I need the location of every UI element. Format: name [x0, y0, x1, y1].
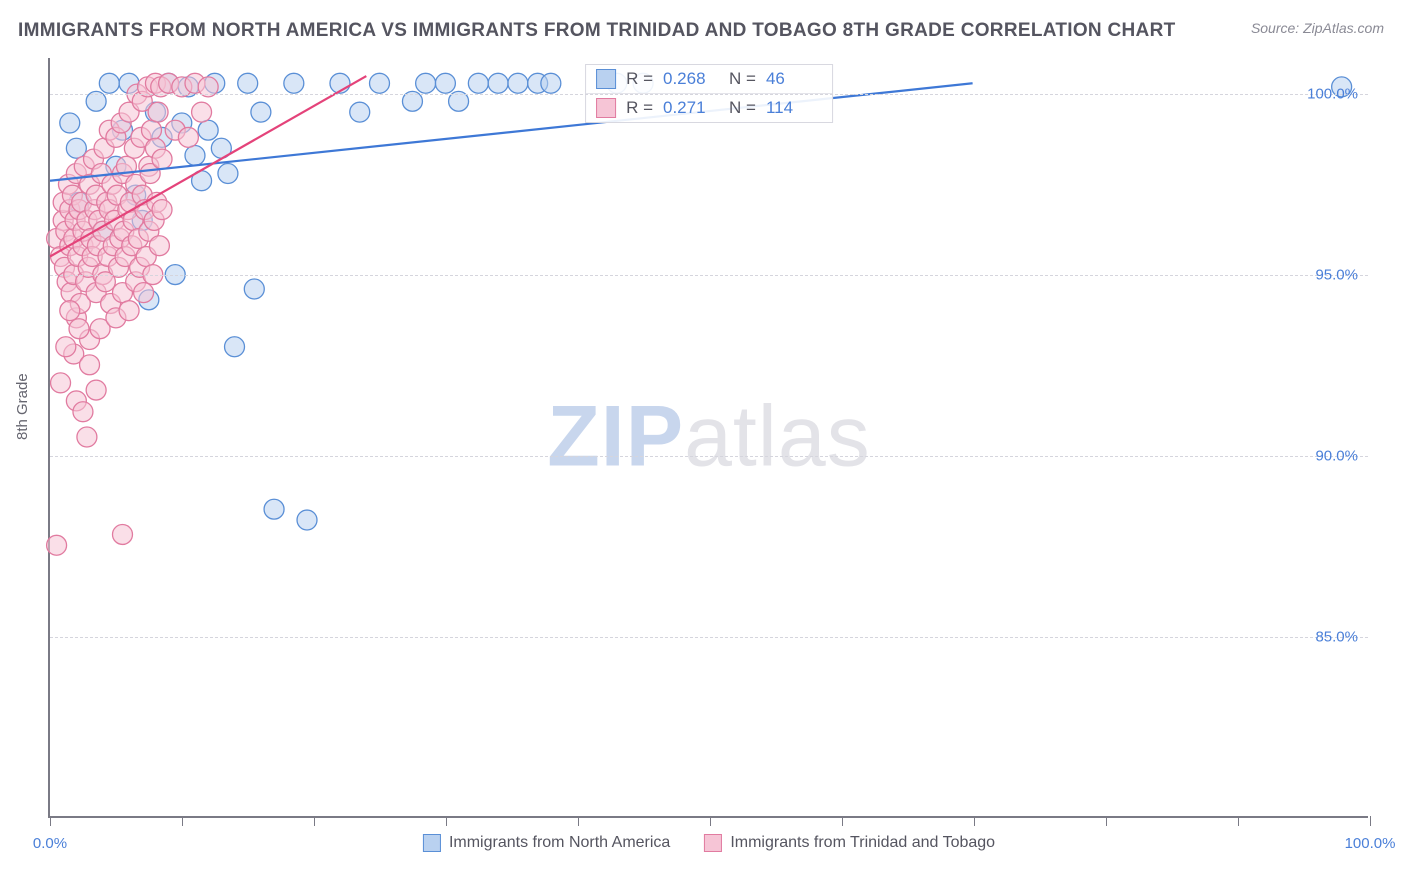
scatter-point-trinidad_tobago	[60, 301, 80, 321]
plot-area: ZIPatlas R = 0.268 N = 46 R = 0.271 N = …	[48, 58, 1368, 818]
scatter-point-north_america	[508, 73, 528, 93]
y-axis-label: 8th Grade	[14, 373, 31, 440]
gridline-h	[50, 275, 1368, 276]
gridline-h	[50, 94, 1368, 95]
scatter-point-north_america	[218, 164, 238, 184]
plot-svg	[50, 58, 1368, 816]
scatter-point-north_america	[264, 499, 284, 519]
x-tick	[710, 816, 711, 826]
stats-row-trinidad: R = 0.271 N = 114	[586, 94, 832, 122]
scatter-point-trinidad_tobago	[178, 127, 198, 147]
scatter-point-north_america	[238, 73, 258, 93]
scatter-point-trinidad_tobago	[134, 283, 154, 303]
scatter-point-trinidad_tobago	[51, 373, 71, 393]
scatter-point-north_america	[251, 102, 271, 122]
scatter-point-trinidad_tobago	[152, 200, 172, 220]
scatter-point-north_america	[416, 73, 436, 93]
scatter-point-north_america	[225, 337, 245, 357]
x-tick	[578, 816, 579, 826]
scatter-point-trinidad_tobago	[119, 301, 139, 321]
scatter-point-trinidad_tobago	[47, 535, 67, 555]
stats-row-north-america: R = 0.268 N = 46	[586, 65, 832, 94]
x-tick	[314, 816, 315, 826]
scatter-point-trinidad_tobago	[77, 427, 97, 447]
x-tick-label: 0.0%	[33, 835, 67, 852]
y-tick-label: 85.0%	[1315, 629, 1358, 646]
scatter-point-north_america	[185, 145, 205, 165]
scatter-point-north_america	[541, 73, 561, 93]
legend-swatch-na	[423, 834, 441, 852]
stats-r-value-tt: 0.271	[663, 98, 719, 118]
y-tick-label: 95.0%	[1315, 267, 1358, 284]
legend-swatch-tt	[704, 834, 722, 852]
swatch-north-america	[596, 69, 616, 89]
y-tick-label: 100.0%	[1307, 86, 1358, 103]
stats-r-label: R =	[626, 98, 653, 118]
scatter-point-north_america	[468, 73, 488, 93]
scatter-point-trinidad_tobago	[149, 236, 169, 256]
scatter-point-trinidad_tobago	[69, 319, 89, 339]
scatter-point-trinidad_tobago	[113, 524, 133, 544]
scatter-point-trinidad_tobago	[73, 402, 93, 422]
scatter-point-north_america	[370, 73, 390, 93]
legend-item-north-america: Immigrants from North America	[423, 834, 670, 852]
chart-container: IMMIGRANTS FROM NORTH AMERICA VS IMMIGRA…	[0, 0, 1406, 892]
scatter-point-trinidad_tobago	[152, 149, 172, 169]
source-attribution: Source: ZipAtlas.com	[1251, 20, 1384, 36]
scatter-point-north_america	[66, 138, 86, 158]
y-tick-label: 90.0%	[1315, 448, 1358, 465]
scatter-point-trinidad_tobago	[142, 120, 162, 140]
x-tick	[446, 816, 447, 826]
scatter-point-north_america	[297, 510, 317, 530]
stats-n-value-na: 46	[766, 69, 822, 89]
legend-item-trinidad: Immigrants from Trinidad and Tobago	[704, 834, 995, 852]
stats-n-label: N =	[729, 98, 756, 118]
scatter-point-north_america	[435, 73, 455, 93]
x-tick	[842, 816, 843, 826]
stats-r-value-na: 0.268	[663, 69, 719, 89]
scatter-point-north_america	[350, 102, 370, 122]
chart-title: IMMIGRANTS FROM NORTH AMERICA VS IMMIGRA…	[18, 20, 1176, 42]
stats-r-label: R =	[626, 69, 653, 89]
gridline-h	[50, 456, 1368, 457]
scatter-point-north_america	[60, 113, 80, 133]
scatter-point-trinidad_tobago	[192, 102, 212, 122]
scatter-point-trinidad_tobago	[80, 355, 100, 375]
stats-n-value-tt: 114	[766, 98, 822, 118]
gridline-h	[50, 637, 1368, 638]
x-tick	[974, 816, 975, 826]
legend-label-tt: Immigrants from Trinidad and Tobago	[730, 834, 995, 852]
x-tick	[1370, 816, 1371, 826]
scatter-point-north_america	[244, 279, 264, 299]
scatter-point-north_america	[99, 73, 119, 93]
scatter-point-north_america	[488, 73, 508, 93]
scatter-point-trinidad_tobago	[148, 102, 168, 122]
x-tick-label: 100.0%	[1345, 835, 1396, 852]
x-tick	[182, 816, 183, 826]
x-tick	[50, 816, 51, 826]
scatter-point-north_america	[284, 73, 304, 93]
legend-label-na: Immigrants from North America	[449, 834, 670, 852]
x-tick	[1106, 816, 1107, 826]
scatter-point-north_america	[198, 120, 218, 140]
x-tick	[1238, 816, 1239, 826]
stats-n-label: N =	[729, 69, 756, 89]
legend-bottom: Immigrants from North America Immigrants…	[423, 834, 995, 852]
scatter-point-trinidad_tobago	[56, 337, 76, 357]
swatch-trinidad	[596, 98, 616, 118]
scatter-point-trinidad_tobago	[86, 380, 106, 400]
